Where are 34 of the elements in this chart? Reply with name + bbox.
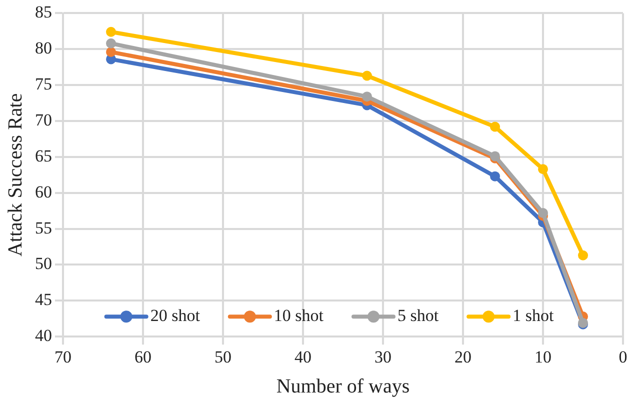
y-tick-label: 85 — [35, 2, 52, 22]
x-axis-title: Number of ways — [276, 375, 410, 398]
point — [362, 70, 372, 81]
x-tick-label: 20 — [454, 347, 472, 366]
point — [538, 164, 548, 174]
point — [106, 26, 116, 37]
y-axis-title: Attack Success Rate — [4, 93, 26, 257]
x-tick-label: 30 — [374, 347, 392, 366]
legend-label: 10 shot — [274, 306, 324, 326]
y-tick-label: 40 — [35, 326, 52, 346]
point — [490, 171, 500, 182]
y-tick-label: 80 — [35, 38, 52, 58]
x-tick-label: 10 — [534, 347, 552, 366]
legend-label: 1 shot — [512, 306, 554, 326]
point — [106, 38, 116, 48]
x-tick-label: 60 — [134, 347, 152, 366]
y-tick-label: 60 — [35, 182, 52, 202]
y-tick-label: 55 — [35, 218, 52, 238]
point — [106, 47, 116, 58]
y-tick-label: 50 — [35, 254, 52, 274]
y-tick-label: 75 — [35, 74, 52, 94]
point — [490, 122, 500, 132]
point — [362, 92, 372, 102]
legend-label: 5 shot — [398, 306, 439, 326]
x-tick-label: 0 — [618, 347, 628, 366]
x-tick-label: 70 — [54, 347, 72, 366]
y-tick-label: 70 — [35, 110, 52, 130]
point — [578, 250, 588, 260]
x-tick-label: 50 — [214, 347, 232, 366]
y-tick-label: 45 — [35, 290, 52, 310]
y-tick-label: 65 — [35, 146, 52, 166]
point — [538, 208, 548, 218]
x-tick-label: 40 — [294, 347, 312, 366]
legend-label: 20 shot — [150, 306, 200, 326]
